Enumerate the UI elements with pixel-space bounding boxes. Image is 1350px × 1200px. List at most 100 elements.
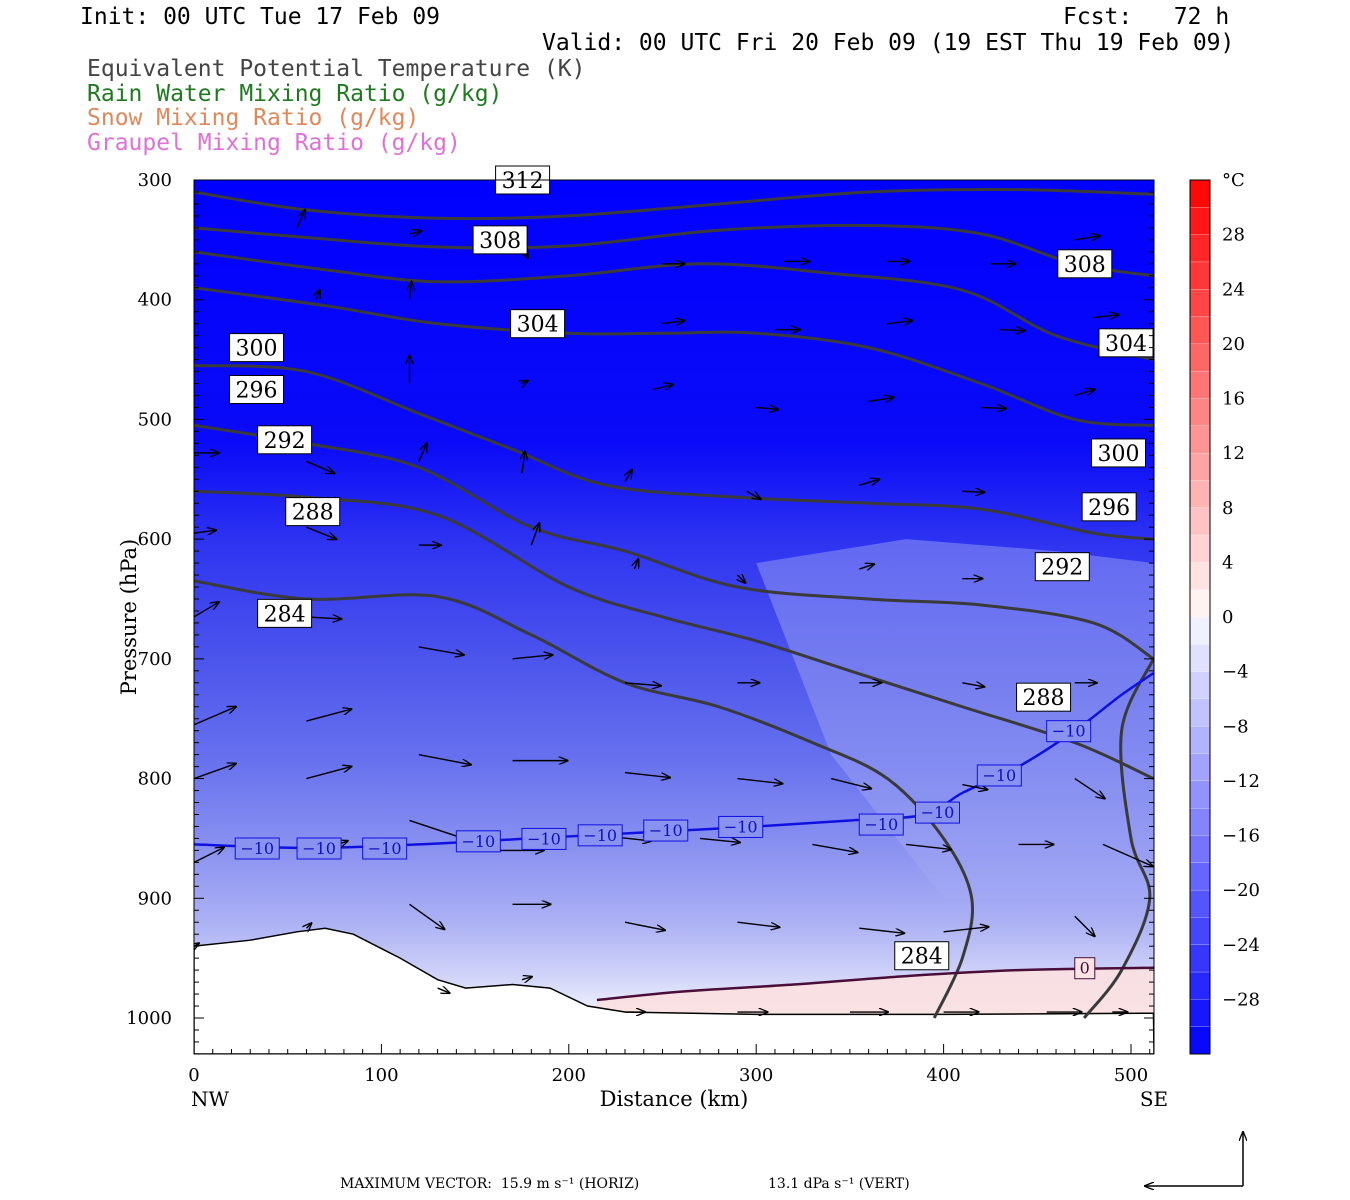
x-tick-label: 400	[926, 1065, 960, 1086]
colorbar-tick-label: −28	[1222, 989, 1260, 1010]
theta-e-label-box	[1057, 249, 1113, 279]
y-tick-label: 400	[138, 290, 172, 311]
wind-vector	[306, 709, 351, 722]
colorbar-tick-label: 4	[1222, 552, 1233, 573]
colorbar-segment	[1189, 371, 1211, 400]
legend-theta-e: Equivalent Potential Temperature (K)	[87, 56, 586, 82]
theta-e-label: 300	[1098, 442, 1140, 467]
wind-vector	[409, 903, 445, 929]
wind-vector	[418, 646, 464, 655]
x-tick-label: 500	[1114, 1065, 1148, 1086]
isotherm-label: −10	[240, 839, 274, 858]
temperature-fill	[194, 180, 1154, 1054]
theta-e-label-box	[1091, 438, 1147, 468]
y-axis-title: Pressure (hPa)	[117, 539, 141, 695]
colorbar-tick-label: 20	[1222, 334, 1245, 355]
theta-e-label: 304	[517, 313, 559, 338]
wind-vector	[737, 777, 782, 784]
colorbar-tick-label: −4	[1222, 662, 1249, 683]
wind-vector	[418, 753, 471, 765]
wind-vector	[624, 771, 670, 778]
colorbar-tick-label: −8	[1222, 716, 1249, 737]
wind-vector	[194, 847, 224, 863]
wind-vector	[306, 767, 351, 780]
wind-vector	[296, 210, 305, 229]
wind-vector	[859, 564, 874, 569]
colorbar-tick-label: 0	[1222, 607, 1233, 628]
colorbar-segment	[1189, 835, 1211, 864]
colorbar-tick-label: 24	[1222, 279, 1245, 300]
x-axis-title: Distance (km)	[600, 1087, 749, 1111]
isotherm-label: −10	[583, 826, 617, 845]
theta-e-label-box	[472, 225, 528, 255]
isotherm-label: −10	[527, 829, 561, 848]
colorbar-segment	[1189, 944, 1211, 973]
theta-e-label: 284	[264, 602, 306, 627]
wind-vector	[962, 785, 987, 790]
shading-patch	[756, 539, 1154, 899]
theta-e-label-box	[894, 941, 950, 971]
x-tick-label: 100	[364, 1065, 398, 1086]
init-time: Init: 00 UTC Tue 17 Feb 09	[80, 4, 441, 30]
colorbar-segment	[1189, 616, 1211, 645]
theta-e-label: 308	[479, 229, 521, 254]
isotherm-0-label-box	[1074, 957, 1096, 980]
theta-e-contour-284	[194, 579, 974, 1019]
theta-e-label: 300	[235, 337, 277, 362]
wind-vector	[625, 470, 632, 483]
wind-vector	[306, 526, 336, 539]
isotherm-label-box	[1046, 720, 1092, 743]
wind-vector	[316, 290, 320, 300]
x-tick-label: 200	[552, 1065, 586, 1086]
colorbar-segment	[1189, 808, 1211, 837]
colorbar-segment	[1189, 753, 1211, 782]
isotherm-label-box	[858, 813, 904, 836]
wind-vector	[410, 282, 412, 300]
theta-e-contour-292	[194, 423, 1154, 661]
x-label-nw: NW	[191, 1087, 230, 1111]
theta-e-label-box	[228, 375, 284, 404]
theta-e-label-box	[1016, 682, 1072, 712]
theta-e-contour-296	[194, 364, 1154, 541]
isotherm-label: −10	[461, 832, 495, 851]
isotherm-label: −10	[1052, 722, 1086, 741]
colorbar-tick-label: 12	[1222, 443, 1245, 464]
colorbar-tick-label: −16	[1222, 826, 1260, 847]
isotherm-label-box	[577, 824, 623, 847]
colorbar-segment	[1189, 534, 1211, 564]
colorbar-segment	[1189, 261, 1211, 290]
isotherm-label: −10	[982, 766, 1016, 785]
colorbar-segment	[1189, 343, 1211, 372]
max-vector-horizontal: MAXIMUM VECTOR: 15.9 m s⁻¹ (HORIZ)	[340, 1176, 640, 1192]
x-tick-label: 300	[739, 1065, 773, 1086]
x-label-se: SE	[1140, 1087, 1168, 1111]
isotherm-label-box	[234, 837, 280, 860]
isotherm-label-box	[718, 815, 764, 838]
wind-vector	[981, 407, 1006, 408]
forecast-hour: Fcst: 72 h	[1063, 4, 1230, 30]
isotherm-0-label: 0	[1080, 959, 1090, 978]
theta-e-label: 288	[1023, 686, 1065, 711]
wind-vector	[962, 491, 984, 492]
wind-vector	[1093, 315, 1119, 318]
isotherm-label: −10	[649, 821, 683, 840]
isotherm-label: −10	[724, 817, 758, 836]
isotherm-label-box	[643, 819, 689, 842]
theta-e-label: 308	[1064, 253, 1106, 278]
wind-vector	[306, 460, 334, 473]
wind-vector	[859, 479, 879, 486]
theta-e-contour-284-se	[1082, 658, 1154, 1019]
wind-vector	[830, 777, 871, 789]
colorbar-segment	[1189, 589, 1211, 618]
wind-vector	[624, 921, 665, 930]
wind-vector	[512, 655, 553, 659]
theta-e-label: 312	[502, 169, 544, 194]
theta-e-label: 288	[292, 501, 334, 526]
colorbar-segment	[1189, 480, 1211, 509]
colorbar-segment	[1189, 971, 1211, 1001]
colorbar-segment	[1189, 1026, 1211, 1055]
theta-e-label-box	[228, 333, 284, 363]
wind-vector	[812, 843, 857, 852]
colorbar-segment	[1189, 234, 1211, 263]
wind-vector	[194, 602, 219, 618]
